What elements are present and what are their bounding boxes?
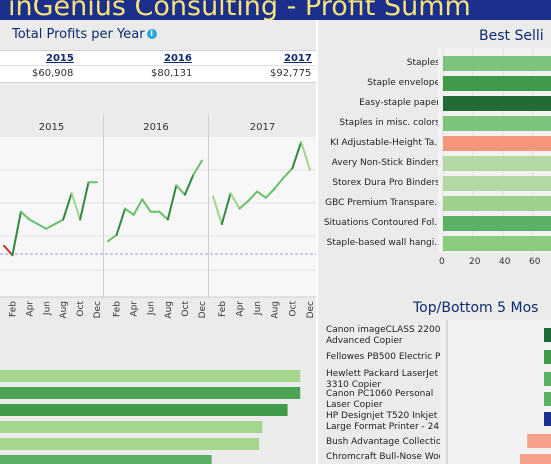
profits-per-year-title-text: Total Profits per Year: [12, 27, 145, 42]
top-bottom-item-label: Large Format Printer - 24" ..: [326, 422, 452, 432]
year-header-2016[interactable]: 2016: [164, 53, 192, 64]
month-tick-label: Apr: [25, 301, 35, 317]
best-selling-item-label: Easy-staple paper: [300, 98, 440, 108]
best-selling-item-label: Situations Contoured Fol..: [300, 218, 440, 228]
top-bottom-item-label: Bush Advantage Collectio..: [326, 437, 447, 447]
month-tick-label: Oct: [288, 301, 298, 317]
top-bottom-item-label: Hewlett Packard LaserJet: [326, 369, 438, 379]
best-axis-tick-label: 60: [529, 257, 540, 267]
bottom-bar: [0, 421, 262, 433]
year-header-2015[interactable]: 2015: [46, 53, 74, 64]
month-tick-label: Feb: [8, 301, 18, 317]
month-tick-label: Aug: [164, 301, 174, 319]
month-tick-label: Jun: [147, 301, 157, 316]
best-selling-item-label: KI Adjustable-Height Ta..: [300, 138, 440, 148]
month-tick-label: Feb: [218, 301, 228, 317]
top-bottom-bar: [520, 454, 551, 464]
top-bottom-bar: [544, 350, 551, 364]
best-selling-bar: [443, 96, 551, 111]
best-selling-bar: [443, 56, 551, 71]
bottom-bar: [0, 387, 300, 399]
month-tick-label: Oct: [181, 301, 191, 317]
top-bottom-title: Top/Bottom 5 Mos: [413, 300, 538, 316]
top-bottom-bar: [527, 434, 551, 448]
month-tick-label: Jun: [253, 301, 263, 316]
best-selling-bar: [443, 216, 551, 231]
top-bottom-item-label: HP Designjet T520 Inkjet: [326, 411, 437, 421]
best-axis-tick-label: 40: [499, 257, 510, 267]
best-selling-title: Best Selli: [479, 28, 544, 44]
panel-year-label: 2017: [250, 122, 275, 133]
table-divider: [0, 65, 316, 66]
info-icon[interactable]: i: [147, 29, 157, 39]
top-bottom-bar-chart: [440, 320, 551, 464]
best-selling-item-label: Staple-based wall hangi..: [300, 238, 440, 248]
top-bottom-item-label: Advanced Copier: [326, 336, 403, 346]
panel-year-label: 2016: [143, 122, 168, 133]
month-tick-label: Apr: [235, 301, 245, 317]
best-selling-item-label: GBC Premium Transpare..: [300, 198, 440, 208]
profit-value-2015: $60,908: [32, 68, 73, 79]
best-selling-bar-chart: [438, 48, 551, 278]
best-axis-tick-label: 0: [439, 257, 445, 267]
best-selling-bar: [443, 116, 551, 131]
best-selling-bar: [443, 196, 551, 211]
best-selling-item-label: Avery Non-Stick Binders: [300, 158, 440, 168]
best-selling-bar: [443, 76, 551, 91]
profit-value-2016: $80,131: [151, 68, 192, 79]
top-bottom-bar: [544, 372, 551, 386]
top-bottom-item-label: Chromcraft Bull-Nose Wood: [326, 452, 450, 462]
best-selling-item-label: Staple envelope: [300, 78, 440, 88]
title-banner: inGenius Consulting - Profit Summ: [0, 0, 551, 20]
month-tick-label: Aug: [59, 301, 69, 319]
month-tick-label: Apr: [130, 301, 140, 317]
best-selling-bar: [443, 156, 551, 171]
top-bottom-item-label: Laser Copier: [326, 400, 383, 410]
best-selling-bar: [443, 176, 551, 191]
dashboard-title: inGenius Consulting - Profit Summ: [8, 0, 471, 20]
month-tick-label: Aug: [271, 301, 281, 319]
month-tick-label: Dec: [306, 301, 316, 318]
best-axis-tick-label: 20: [469, 257, 480, 267]
best-selling-item-label: Staples: [300, 58, 440, 68]
month-tick-label: Dec: [198, 301, 208, 318]
top-bottom-bar: [544, 412, 551, 426]
monthly-profit-chart: 2015 Feb Apr Jun Aug Oct Dec 2016 Feb Apr Jun Aug Oc…: [0, 115, 316, 345]
plot-area: [0, 137, 316, 297]
top-bottom-bar: [544, 392, 551, 406]
month-tick-label: Jun: [42, 301, 52, 316]
profits-table: 2015 2016 2017 $60,908 $80,131 $92,775: [0, 50, 316, 83]
month-tick-label: Feb: [113, 301, 123, 317]
panel-year-label: 2015: [39, 122, 64, 133]
profits-per-year-title: Total Profits per Year i: [12, 27, 157, 42]
bottom-left-bar-chart: [0, 364, 316, 464]
best-selling-bar: [443, 136, 551, 151]
best-selling-item-label: Staples in misc. colors: [300, 118, 440, 128]
best-selling-item-label: Storex Dura Pro Binders: [300, 178, 440, 188]
top-bottom-item-label: Canon imageCLASS 2200: [326, 325, 440, 335]
bottom-bar: [0, 404, 288, 416]
top-bottom-bar: [544, 328, 551, 342]
month-tick-label: Oct: [76, 301, 86, 317]
month-tick-label: Dec: [93, 301, 103, 318]
bottom-bar: [0, 455, 212, 464]
bottom-bar: [0, 438, 259, 450]
best-selling-bar: [443, 236, 551, 251]
top-bottom-item-label: Fellowes PB500 Electric Pu..: [326, 352, 452, 362]
bottom-bar: [0, 370, 300, 382]
top-bottom-item-label: Canon PC1060 Personal: [326, 389, 433, 399]
